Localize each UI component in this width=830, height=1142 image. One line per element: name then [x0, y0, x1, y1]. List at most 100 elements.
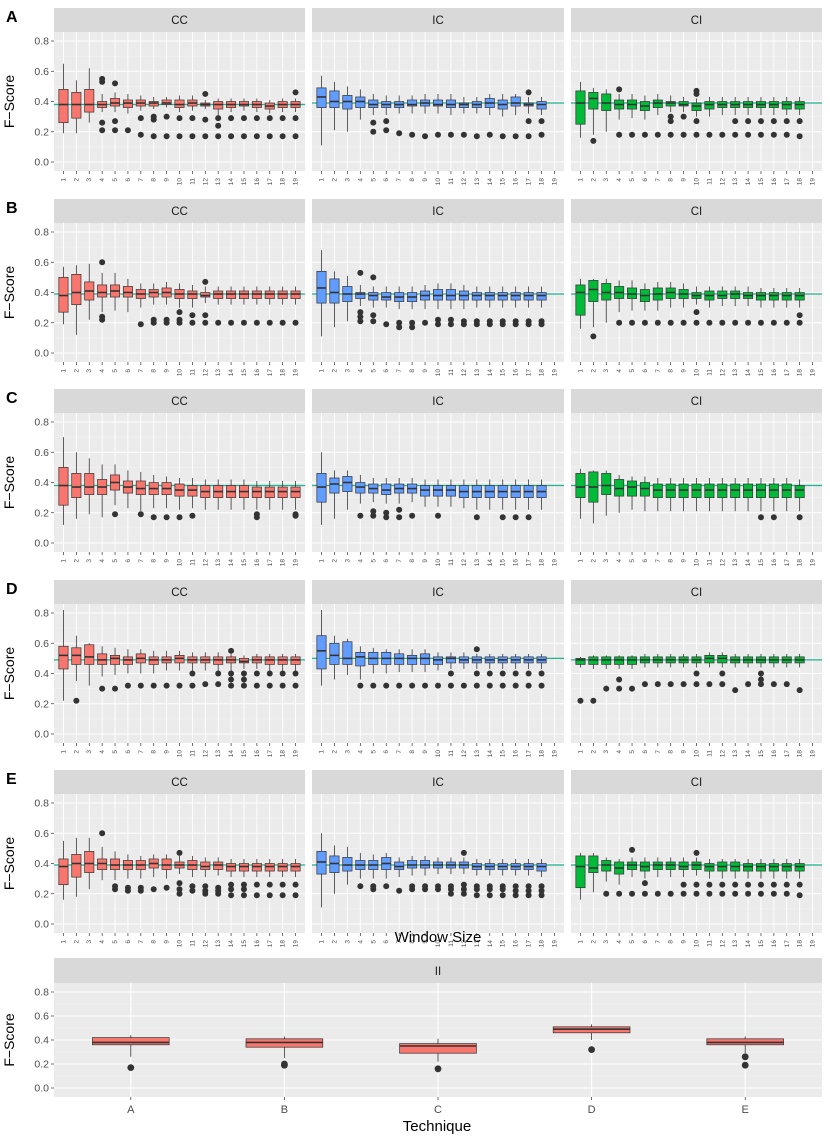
x-tick-label: 17 [267, 369, 274, 377]
outlier-point [370, 128, 377, 135]
box-CC-9 [161, 96, 172, 140]
box-CI-1 [575, 468, 586, 519]
outlier-point [796, 133, 803, 140]
outlier-point [486, 892, 493, 899]
x-tick-label: 11 [189, 940, 196, 947]
box-IC-7 [394, 477, 405, 521]
box-CC-4 [97, 646, 108, 692]
outlier-point [422, 319, 429, 326]
x-tick-label: 9 [422, 369, 429, 373]
x-tick-label: 7 [655, 559, 662, 563]
outlier-point [538, 118, 545, 125]
y-tick-label: 0.8 [34, 36, 49, 48]
box-body [329, 477, 340, 494]
x-tick-label: 6 [642, 369, 649, 373]
box-CI-14 [743, 653, 754, 688]
box-CC-3 [84, 458, 95, 515]
box-CI-13 [730, 477, 741, 512]
x-tick-label: 7 [396, 940, 403, 944]
outlier-point [473, 886, 480, 893]
box-IC-10 [432, 857, 444, 893]
box-CI-1 [575, 852, 586, 900]
outlier-point [435, 131, 441, 138]
x-tick-label: 13 [732, 178, 739, 186]
outlier-point [757, 676, 764, 683]
box-CC-15 [238, 858, 249, 899]
outlier-point [719, 319, 726, 326]
x-tick-label: 4 [99, 750, 106, 754]
box-CI-5 [627, 476, 638, 510]
outlier-point [409, 682, 416, 689]
panel-IC: 1 2 3 4 5 6 7 8 9 10 11 12 13 14 15 16 17 18 19 [312, 223, 564, 376]
box-CI-13 [730, 96, 741, 138]
facet-label: CI [691, 15, 703, 27]
outlier-point [447, 886, 454, 893]
x-tick-label: 7 [655, 750, 662, 754]
box-CC-4 [97, 259, 108, 323]
outlier-point [654, 131, 661, 138]
outlier-point [357, 309, 364, 316]
box-CC-8 [148, 854, 159, 893]
box-CC-5 [110, 272, 121, 311]
box-CC-10 [174, 650, 185, 689]
box-CC-9 [161, 854, 172, 891]
box-IC-15 [497, 858, 508, 899]
x-tick-label: 9 [681, 369, 688, 373]
outlier-point [189, 133, 196, 140]
outlier-point [240, 892, 247, 899]
outlier-point [435, 316, 441, 323]
outlier-point [357, 883, 364, 890]
x-tick-label: 3 [86, 750, 93, 754]
box-II-B [245, 1036, 324, 1069]
outlier-point [112, 127, 119, 134]
x-tick-label: 19 [810, 178, 817, 186]
outlier-point [163, 133, 170, 140]
box-IC-5 [368, 477, 379, 519]
outlier-point [292, 892, 299, 899]
x-tick-label: 15 [500, 369, 507, 377]
outlier-point [745, 131, 752, 138]
box-CI-4 [614, 655, 625, 692]
box-CI-8 [665, 281, 676, 326]
box-CC-11 [187, 477, 198, 519]
x-tick-label: 19 [552, 369, 559, 377]
outlier-point [150, 682, 157, 689]
x-tick-label: 10 [694, 178, 701, 186]
outlier-point [357, 682, 364, 689]
box-IC-11 [445, 283, 456, 328]
outlier-point [370, 312, 377, 319]
outlier-point [228, 133, 235, 140]
outlier-point [202, 90, 209, 97]
outlier-point [435, 321, 441, 328]
x-tick-label: 3 [603, 559, 610, 563]
outlier-point [163, 884, 170, 891]
box-CC-19 [290, 480, 301, 519]
x-tick-label: 17 [784, 559, 791, 567]
x-tick-label: 19 [552, 940, 559, 948]
outlier-point [370, 886, 377, 893]
x-tick-label: 16 [254, 940, 261, 948]
x-tick-label: 5 [629, 369, 636, 373]
outlier-point [473, 892, 480, 899]
x-tick-label: 16 [254, 750, 261, 758]
outlier-point [292, 133, 299, 140]
x-tick-label: 17 [526, 369, 533, 377]
outlier-point [680, 131, 687, 138]
x-tick-label: 12 [719, 750, 726, 758]
x-tick-label: 1 [577, 559, 584, 563]
box-CI-18 [794, 287, 805, 326]
y-tick-label: 0.8 [34, 798, 49, 810]
outlier-point [629, 846, 636, 853]
x-tick-label: 4 [357, 178, 364, 182]
box-body [84, 473, 95, 495]
outlier-point [370, 119, 377, 126]
x-tick-label: E [742, 1104, 749, 1116]
box-CC-4 [97, 75, 108, 134]
facet-label: CI [691, 206, 703, 218]
x-tick-label: 16 [254, 178, 261, 186]
box-CI-10 [691, 849, 702, 897]
outlier-point [460, 890, 467, 897]
outlier-point [228, 647, 235, 654]
outlier-point [240, 682, 247, 689]
box-body [407, 654, 418, 665]
